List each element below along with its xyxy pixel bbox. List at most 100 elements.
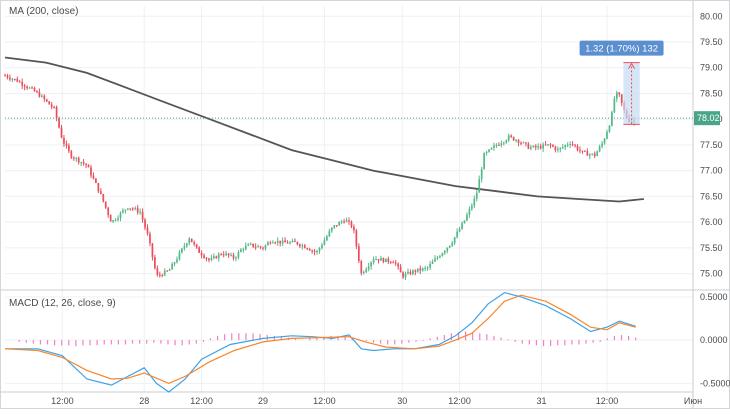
candle-up bbox=[456, 231, 458, 238]
candle-up bbox=[611, 112, 613, 126]
candle-up bbox=[178, 252, 181, 260]
candle-up bbox=[434, 258, 436, 262]
candle-down bbox=[409, 271, 412, 275]
macd-tick-label: -0.5000 bbox=[700, 378, 730, 388]
candle-down bbox=[43, 95, 46, 100]
candle-up bbox=[561, 146, 564, 148]
candle-up bbox=[448, 245, 451, 248]
time-tick-label: 31 bbox=[536, 396, 546, 406]
candle-up bbox=[237, 251, 240, 258]
candle-down bbox=[534, 145, 537, 148]
candle-down bbox=[357, 246, 360, 262]
candle-up bbox=[75, 157, 78, 159]
candle-down bbox=[190, 238, 193, 243]
candle-up bbox=[289, 242, 291, 244]
macd-tick-label: 0.5000 bbox=[700, 292, 728, 302]
candle-down bbox=[158, 274, 161, 276]
candle-down bbox=[343, 221, 345, 223]
candle-up bbox=[173, 262, 176, 264]
candle-down bbox=[198, 247, 200, 253]
candle-down bbox=[97, 183, 100, 192]
macd-tick-label: 0.0000 bbox=[700, 335, 728, 345]
candle-down bbox=[517, 139, 520, 143]
candle-up bbox=[436, 257, 439, 259]
candle-down bbox=[161, 274, 164, 276]
candle-down bbox=[13, 78, 16, 80]
candle-down bbox=[355, 230, 358, 247]
signal-line bbox=[4, 294, 636, 385]
candle-down bbox=[60, 127, 63, 138]
candle-down bbox=[208, 258, 210, 261]
measure-arrow-icon bbox=[628, 62, 635, 69]
candle-down bbox=[574, 144, 576, 146]
candle-down bbox=[48, 101, 51, 105]
candle-up bbox=[244, 245, 247, 250]
candle-up bbox=[431, 261, 434, 264]
candle-up bbox=[453, 237, 456, 243]
candle-up bbox=[264, 245, 267, 249]
candle-down bbox=[392, 262, 395, 264]
candle-down bbox=[215, 256, 218, 259]
candle-up bbox=[439, 256, 441, 258]
candle-down bbox=[141, 211, 144, 220]
candle-up bbox=[463, 220, 466, 224]
candle-up bbox=[316, 250, 318, 253]
candle-up bbox=[372, 259, 375, 263]
candle-up bbox=[475, 192, 478, 199]
candle-up bbox=[473, 198, 476, 206]
candle-down bbox=[414, 270, 417, 272]
candle-up bbox=[242, 249, 245, 251]
candle-down bbox=[50, 104, 53, 107]
candle-up bbox=[119, 212, 122, 218]
candle-up bbox=[168, 269, 171, 271]
time-tick-label: 12:00 bbox=[313, 396, 336, 406]
candle-down bbox=[350, 221, 353, 227]
candle-up bbox=[122, 210, 124, 213]
candle-down bbox=[498, 145, 500, 147]
candle-up bbox=[490, 147, 493, 150]
candle-down bbox=[539, 146, 542, 149]
candle-up bbox=[212, 256, 215, 259]
candle-down bbox=[311, 250, 314, 252]
measure-layer[interactable]: 1.32 (1.70%) 132 bbox=[579, 40, 664, 125]
candle-down bbox=[512, 136, 515, 141]
candle-down bbox=[220, 254, 223, 256]
candle-down bbox=[38, 91, 41, 97]
candle-down bbox=[4, 75, 6, 77]
candle-down bbox=[102, 193, 105, 202]
last-price-tag bbox=[694, 111, 720, 126]
candle-down bbox=[146, 227, 149, 234]
candle-up bbox=[569, 144, 572, 146]
candle-down bbox=[284, 240, 286, 243]
candle-down bbox=[95, 178, 97, 184]
candle-down bbox=[620, 94, 623, 104]
candle-up bbox=[210, 258, 213, 261]
measure-label: 1.32 (1.70%) 132 bbox=[585, 44, 658, 55]
candle-down bbox=[387, 258, 390, 262]
candle-up bbox=[566, 144, 569, 146]
candle-down bbox=[26, 86, 28, 89]
candle-up bbox=[380, 258, 382, 261]
candle-down bbox=[53, 106, 56, 108]
candle-up bbox=[181, 248, 183, 253]
candle-down bbox=[23, 85, 26, 87]
candle-up bbox=[556, 149, 559, 151]
candle-up bbox=[183, 246, 186, 249]
candle-down bbox=[303, 245, 306, 249]
candle-down bbox=[527, 143, 530, 149]
candle-down bbox=[581, 150, 584, 152]
candle-down bbox=[65, 143, 68, 146]
candle-up bbox=[495, 145, 498, 147]
price-tick-label: 76.50 bbox=[700, 191, 723, 201]
candle-up bbox=[547, 144, 549, 146]
candle-down bbox=[313, 250, 316, 253]
candle-down bbox=[348, 220, 350, 222]
candle-up bbox=[485, 151, 488, 154]
candle-down bbox=[549, 144, 552, 146]
candle-down bbox=[389, 261, 392, 263]
candle-up bbox=[240, 249, 242, 252]
candle-up bbox=[384, 258, 387, 263]
candle-up bbox=[606, 131, 608, 139]
candle-up bbox=[321, 244, 323, 248]
